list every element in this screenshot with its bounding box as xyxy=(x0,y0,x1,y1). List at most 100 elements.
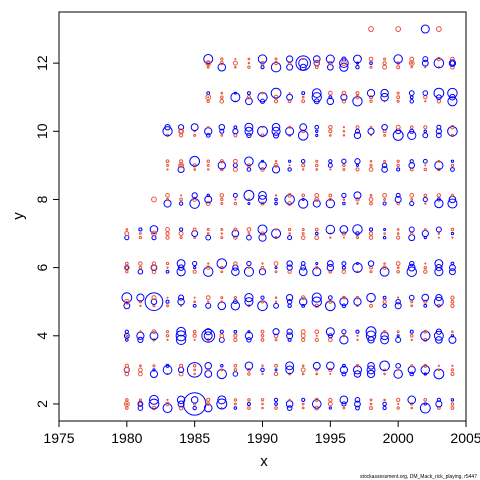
data-point xyxy=(152,364,156,368)
y-tick-label: 10 xyxy=(34,123,50,139)
data-point xyxy=(436,193,442,198)
data-point xyxy=(369,99,373,103)
data-point xyxy=(383,262,386,265)
data-point xyxy=(273,333,279,339)
data-point xyxy=(232,299,238,305)
data-point xyxy=(230,92,241,103)
data-point xyxy=(233,363,238,368)
data-point xyxy=(312,55,321,63)
data-point xyxy=(327,90,333,96)
data-point xyxy=(274,194,278,197)
data-point xyxy=(299,123,308,132)
data-point xyxy=(382,401,387,407)
data-point xyxy=(314,197,320,202)
data-point xyxy=(451,364,454,367)
data-point xyxy=(274,363,278,368)
data-point xyxy=(397,402,400,405)
data-point xyxy=(328,299,333,304)
data-point xyxy=(300,261,306,266)
data-point xyxy=(203,331,213,341)
data-point xyxy=(368,227,374,232)
data-point xyxy=(274,160,278,163)
data-point xyxy=(151,329,157,335)
data-point xyxy=(206,159,211,164)
data-point xyxy=(246,260,252,267)
data-point xyxy=(312,199,321,208)
data-point xyxy=(287,193,292,198)
data-point xyxy=(409,371,415,377)
data-point xyxy=(260,265,265,270)
data-point xyxy=(298,267,308,277)
data-point xyxy=(355,364,360,368)
data-point xyxy=(260,299,265,304)
data-point xyxy=(437,232,441,235)
data-point xyxy=(327,333,333,339)
data-point xyxy=(366,292,376,303)
data-point xyxy=(219,128,225,134)
data-point xyxy=(407,130,417,141)
data-point xyxy=(257,54,268,64)
data-point xyxy=(288,125,292,129)
data-point xyxy=(450,193,455,197)
data-point xyxy=(139,364,142,368)
data-point xyxy=(233,235,238,240)
data-point xyxy=(325,300,336,312)
data-point xyxy=(301,397,306,402)
data-point xyxy=(408,226,415,233)
data-point xyxy=(383,372,386,376)
data-point xyxy=(247,61,251,65)
data-point xyxy=(285,365,294,375)
data-point xyxy=(260,167,265,172)
data-point xyxy=(342,167,346,171)
data-point xyxy=(354,128,360,134)
data-point xyxy=(138,300,143,304)
data-point xyxy=(260,329,265,334)
data-point xyxy=(437,364,440,367)
data-point xyxy=(450,303,455,308)
data-point xyxy=(123,366,130,373)
data-point xyxy=(297,130,309,141)
data-point xyxy=(315,261,319,266)
data-point xyxy=(138,401,143,407)
data-point xyxy=(152,368,156,372)
data-point xyxy=(423,299,428,304)
data-point xyxy=(285,293,294,302)
data-point xyxy=(247,266,251,269)
data-point xyxy=(326,63,334,71)
data-point xyxy=(394,302,402,310)
data-point xyxy=(125,270,129,274)
data-point xyxy=(342,201,346,206)
y-tick-label: 12 xyxy=(34,55,50,71)
data-point xyxy=(203,403,213,413)
data-point xyxy=(272,328,280,336)
data-point xyxy=(450,371,455,376)
data-point xyxy=(151,196,157,203)
data-point xyxy=(314,329,320,335)
x-axis: 1975 1980 1985 1990 1995 2000 2005 xyxy=(43,421,480,446)
data-point xyxy=(273,99,279,104)
data-point xyxy=(450,398,455,402)
data-point xyxy=(165,261,170,266)
data-point xyxy=(423,402,427,406)
data-point xyxy=(220,300,224,304)
data-point xyxy=(382,329,387,334)
data-point xyxy=(165,363,170,368)
data-point xyxy=(260,334,265,338)
data-point xyxy=(219,159,224,164)
data-point xyxy=(192,329,197,334)
data-point xyxy=(125,261,129,266)
data-point xyxy=(123,332,130,339)
data-point xyxy=(178,124,185,131)
data-point xyxy=(408,90,415,96)
data-point xyxy=(301,232,305,236)
data-point xyxy=(220,227,224,231)
data-point xyxy=(149,394,159,405)
data-point xyxy=(206,163,210,167)
data-point xyxy=(260,65,265,70)
data-point xyxy=(368,235,374,240)
data-point xyxy=(166,330,170,334)
data-point xyxy=(125,334,129,338)
data-point xyxy=(301,163,306,168)
data-point xyxy=(355,329,360,334)
